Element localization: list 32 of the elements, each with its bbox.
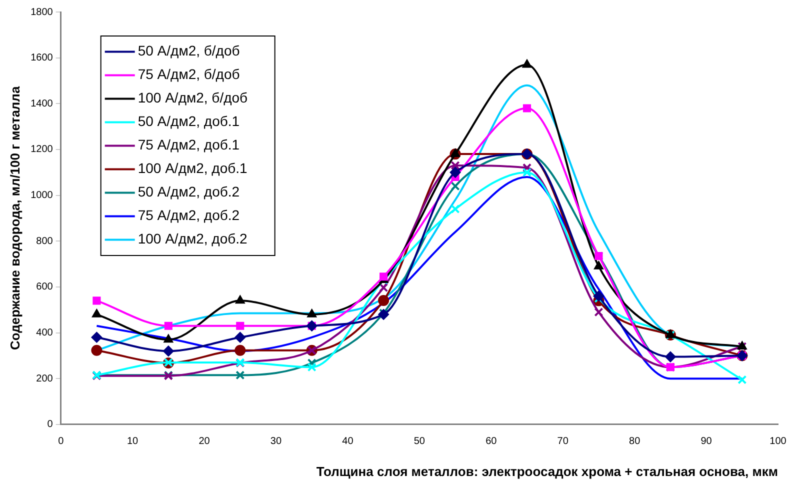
legend-label: 50 А/дм2, доб.1 — [138, 113, 240, 130]
legend-label: 75 А/дм2, доб.1 — [138, 136, 240, 153]
x-tick-label: 40 — [342, 436, 354, 448]
y-tick-label: 1000 — [30, 190, 54, 202]
x-tick-label: 100 — [770, 436, 787, 448]
y-tick-label: 1200 — [30, 144, 54, 156]
legend-label: 50 А/дм2, доб.2 — [138, 184, 240, 200]
y-tick-label: 400 — [36, 328, 54, 339]
x-tick-label: 90 — [700, 436, 712, 448]
y-tick-label: 1600 — [30, 52, 54, 64]
y-tick-label: 800 — [36, 236, 54, 247]
y-tick-label: 600 — [36, 282, 54, 293]
x-tick-label: 50 — [414, 436, 426, 448]
y-tick-label: 1400 — [30, 98, 54, 110]
x-tick-label: 30 — [270, 436, 282, 448]
legend-label: 100 А/дм2, б/доб — [138, 90, 248, 106]
y-axis-title: Содержание водорода, мл/100 г металла — [7, 86, 22, 350]
x-axis-title: Толщина слоя металлов: электроосадок хрома + стальная основа, мкм — [316, 464, 778, 479]
x-tick-label: 80 — [629, 436, 641, 448]
x-tick-label: 60 — [486, 436, 498, 448]
y-tick-label: 1800 — [30, 6, 54, 18]
x-tick-label: 10 — [127, 436, 139, 448]
legend-label: 50 А/дм2, б/доб — [138, 42, 240, 59]
legend-label: 75 А/дм2, б/доб — [138, 66, 240, 82]
y-tick-label: 200 — [36, 373, 54, 384]
legend-label: 75 А/дм2, доб.2 — [138, 207, 240, 224]
x-tick-label: 20 — [198, 436, 210, 448]
y-tick-label: 0 — [47, 419, 54, 430]
x-tick-label: 0 — [58, 436, 64, 448]
legend-label: 100 А/дм2, доб.1 — [138, 160, 248, 176]
x-tick-label: 70 — [557, 436, 569, 448]
legend-label: 100 А/дм2, доб.2 — [138, 230, 248, 247]
